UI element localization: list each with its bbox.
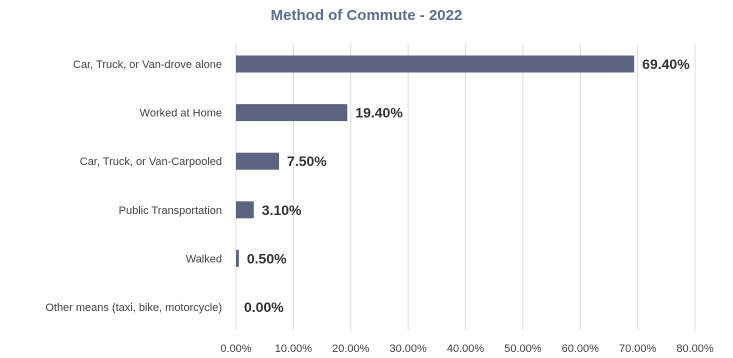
bar: [236, 104, 348, 122]
category-label: Worked at Home: [140, 108, 222, 120]
chart-title: Method of Commute - 2022: [270, 7, 463, 24]
value-label: 0.00%: [244, 299, 284, 315]
bar: [236, 152, 280, 170]
x-tick-label: 10.00%: [275, 343, 313, 355]
x-tick-label: 80.00%: [676, 343, 714, 355]
value-label: 19.40%: [355, 105, 403, 121]
x-tick-label: 40.00%: [447, 343, 485, 355]
bar: [236, 201, 254, 219]
bar: [236, 249, 239, 267]
value-label: 7.50%: [287, 153, 327, 169]
bar: [236, 55, 635, 73]
x-tick-label: 20.00%: [332, 343, 370, 355]
x-tick-label: 50.00%: [504, 343, 542, 355]
x-tick-label: 70.00%: [619, 343, 657, 355]
category-label: Public Transportation: [119, 205, 222, 217]
value-label: 0.50%: [247, 250, 287, 266]
x-tick-label: 60.00%: [562, 343, 600, 355]
category-label: Car, Truck, or Van-Carpooled: [80, 156, 222, 168]
category-label: Car, Truck, or Van-drove alone: [73, 59, 222, 71]
x-tick-label: 0.00%: [220, 343, 251, 355]
value-label: 3.10%: [262, 202, 302, 218]
category-label: Walked: [186, 253, 222, 265]
category-label: Other means (taxi, bike, motorcycle): [45, 302, 222, 314]
x-tick-label: 30.00%: [389, 343, 427, 355]
value-label: 69.40%: [642, 56, 690, 72]
